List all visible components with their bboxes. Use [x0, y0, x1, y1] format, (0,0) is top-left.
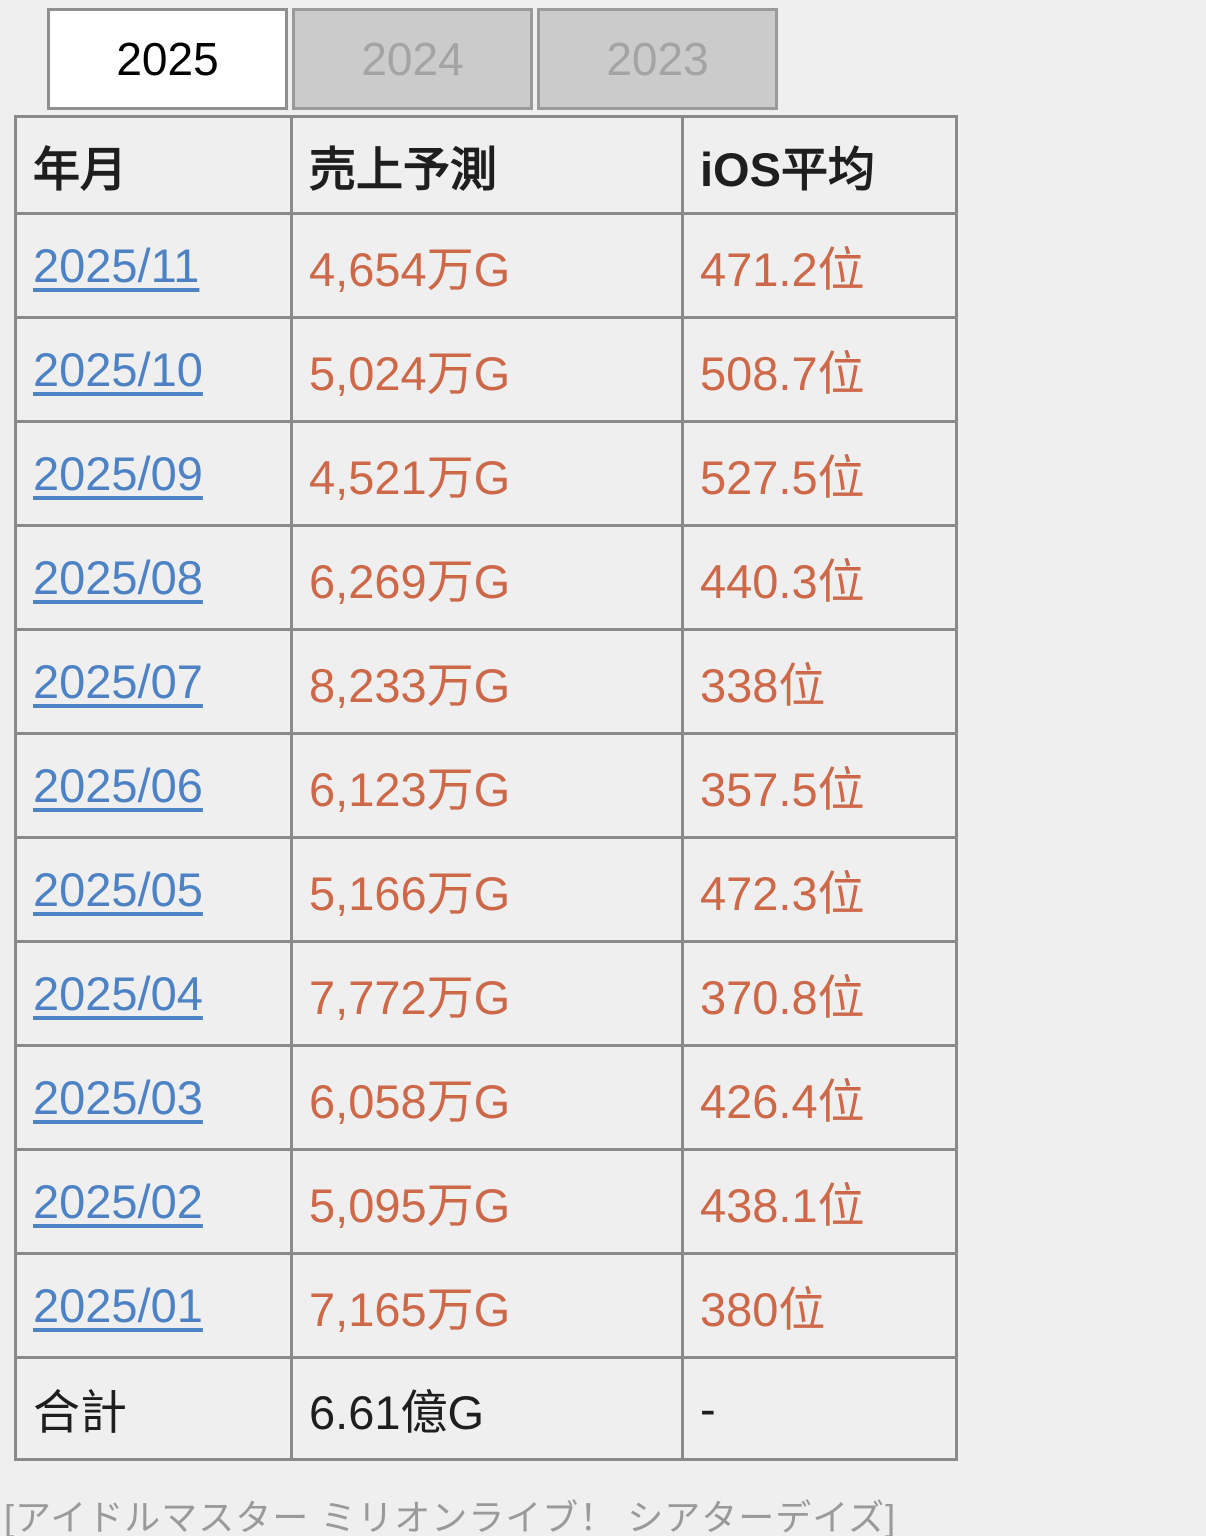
- month-cell: 2025/08: [14, 524, 293, 631]
- month-cell: 2025/02: [14, 1148, 293, 1255]
- month-cell: 2025/09: [14, 420, 293, 527]
- rank-value: 471.2位: [681, 212, 958, 319]
- table-row: 2025/07 8,233万G 338位: [14, 628, 958, 735]
- month-link[interactable]: 2025/08: [33, 551, 203, 604]
- rank-value: 472.3位: [681, 836, 958, 943]
- table-row: 2025/09 4,521万G 527.5位: [14, 420, 958, 527]
- total-row: 合計 6.61億G -: [14, 1356, 958, 1461]
- table-row: 2025/10 5,024万G 508.7位: [14, 316, 958, 423]
- month-link[interactable]: 2025/03: [33, 1071, 203, 1124]
- sales-value: 4,521万G: [290, 420, 684, 527]
- month-link[interactable]: 2025/02: [33, 1175, 203, 1228]
- rank-value: 527.5位: [681, 420, 958, 527]
- year-tabs: 2025 2024 2023: [0, 0, 1206, 110]
- app-title-caption: [アイドルマスター ミリオンライブ！ シアターデイズ]: [4, 1497, 897, 1536]
- month-cell: 2025/07: [14, 628, 293, 735]
- column-header-month: 年月: [14, 115, 293, 215]
- sales-value: 5,166万G: [290, 836, 684, 943]
- table-body: 2025/11 4,654万G 471.2位 2025/10 5,024万G 5…: [14, 212, 958, 1359]
- rank-value: 380位: [681, 1252, 958, 1359]
- month-link[interactable]: 2025/10: [33, 343, 203, 396]
- sales-value: 7,165万G: [290, 1252, 684, 1359]
- rank-value: 426.4位: [681, 1044, 958, 1151]
- rank-value: 370.8位: [681, 940, 958, 1047]
- rank-value: 357.5位: [681, 732, 958, 839]
- rank-value: 508.7位: [681, 316, 958, 423]
- table-row: 2025/03 6,058万G 426.4位: [14, 1044, 958, 1151]
- year-tab-2024[interactable]: 2024: [292, 8, 533, 110]
- month-cell: 2025/05: [14, 836, 293, 943]
- year-tab-2023[interactable]: 2023: [537, 8, 778, 110]
- month-link[interactable]: 2025/01: [33, 1279, 203, 1332]
- sales-value: 8,233万G: [290, 628, 684, 735]
- sales-value: 5,024万G: [290, 316, 684, 423]
- sales-value: 7,772万G: [290, 940, 684, 1047]
- month-link[interactable]: 2025/05: [33, 863, 203, 916]
- month-link[interactable]: 2025/07: [33, 655, 203, 708]
- table-row: 2025/04 7,772万G 370.8位: [14, 940, 958, 1047]
- table-row: 2025/01 7,165万G 380位: [14, 1252, 958, 1359]
- month-link[interactable]: 2025/04: [33, 967, 203, 1020]
- table-row: 2025/08 6,269万G 440.3位: [14, 524, 958, 631]
- month-link[interactable]: 2025/11: [33, 239, 200, 292]
- month-link[interactable]: 2025/06: [33, 759, 203, 812]
- month-cell: 2025/11: [14, 212, 293, 319]
- table-row: 2025/05 5,166万G 472.3位: [14, 836, 958, 943]
- month-cell: 2025/04: [14, 940, 293, 1047]
- sales-value: 5,095万G: [290, 1148, 684, 1255]
- table-row: 2025/11 4,654万G 471.2位: [14, 212, 958, 319]
- year-tab-2025[interactable]: 2025: [47, 8, 288, 110]
- sales-value: 6,269万G: [290, 524, 684, 631]
- rank-value: 338位: [681, 628, 958, 735]
- total-rank-value: -: [681, 1356, 958, 1461]
- rank-value: 438.1位: [681, 1148, 958, 1255]
- column-header-sales-forecast: 売上予測: [290, 115, 684, 215]
- month-link[interactable]: 2025/09: [33, 447, 203, 500]
- total-sales-value: 6.61億G: [290, 1356, 684, 1461]
- sales-value: 4,654万G: [290, 212, 684, 319]
- table-row: 2025/06 6,123万G 357.5位: [14, 732, 958, 839]
- month-cell: 2025/06: [14, 732, 293, 839]
- month-cell: 2025/03: [14, 1044, 293, 1151]
- table-row: 2025/02 5,095万G 438.1位: [14, 1148, 958, 1255]
- sales-value: 6,058万G: [290, 1044, 684, 1151]
- month-cell: 2025/10: [14, 316, 293, 423]
- rank-value: 440.3位: [681, 524, 958, 631]
- month-cell: 2025/01: [14, 1252, 293, 1359]
- sales-value: 6,123万G: [290, 732, 684, 839]
- total-label: 合計: [14, 1356, 293, 1461]
- column-header-ios-average: iOS平均: [681, 115, 958, 215]
- header-row: 年月 売上予測 iOS平均: [14, 115, 958, 215]
- sales-table: 年月 売上予測 iOS平均 2025/11 4,654万G 471.2位 202…: [14, 115, 958, 1461]
